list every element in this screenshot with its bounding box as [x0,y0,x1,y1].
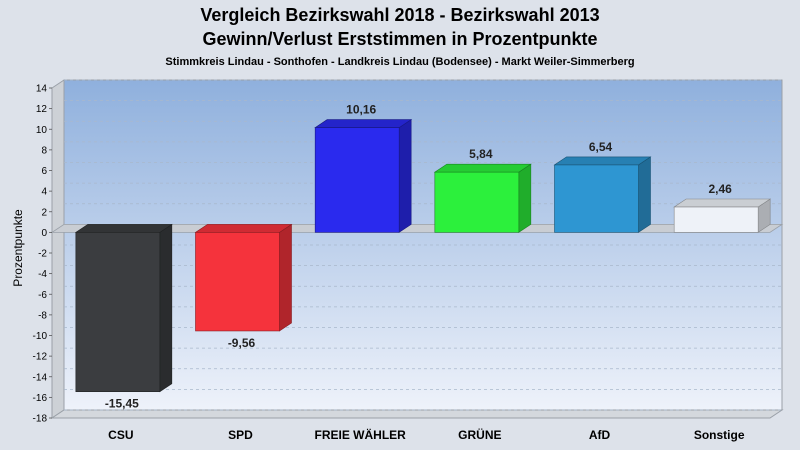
bar-value-label: 5,84 [469,147,493,161]
bar-spd [194,223,293,332]
bar-csu [74,223,173,393]
y-tick-label: 2 [41,207,47,218]
y-axis-ticks: 14 12 10 8 6 4 2 0 -2 -4 -6 -8 -10 -12 -14 -16 -18 [33,84,52,425]
x-category-label: Sonstige [694,428,745,442]
y-tick-label: -10 [33,331,48,342]
chart-subtitle: Stimmkreis Lindau - Sonthofen - Landkrei… [165,56,634,68]
y-tick-label: 10 [36,125,48,136]
bar-grüne [433,163,532,233]
plot-back-wall [63,79,783,411]
y-tick-label: -16 [33,393,48,404]
y-tick-label: 0 [41,228,47,239]
y-tick-label: 8 [41,145,47,156]
x-category-label: FREIE WÄHLER [314,427,406,442]
bar-value-label: -15,45 [105,397,139,411]
y-tick-label: 6 [41,166,47,177]
x-category-label: AfD [589,428,611,442]
chart-title: Vergleich Bezirkswahl 2018 - Bezirkswahl… [200,5,599,25]
x-category-label: GRÜNE [458,427,501,442]
y-tick-label: -12 [33,352,48,363]
chart-title-2: Gewinn/Verlust Erststimmen in Prozentpun… [202,29,597,49]
bar-value-labels: -15,45 -9,56 10,16 5,84 6,54 2,46 [105,103,732,411]
bar-value-label: 2,46 [708,182,732,196]
x-category-label: CSU [108,428,133,442]
bar-value-label: 10,16 [346,103,376,117]
bar-value-label: -9,56 [228,336,256,350]
bars [74,119,772,393]
y-tick-label: -2 [38,249,47,260]
bar-afd [553,156,652,233]
y-tick-label: -4 [38,269,47,280]
y-tick-label: -8 [38,310,47,321]
x-category-label: SPD [228,428,253,442]
plot-floor [50,409,784,419]
y-axis-label: Prozentpunkte [11,209,25,287]
y-tick-label: -6 [38,290,47,301]
bar-freie-wähler [314,119,413,233]
y-tick-label: 12 [36,104,48,115]
bar-sonstige [673,198,772,233]
y-tick-label: 4 [41,187,47,198]
x-axis-categories: CSU SPD FREIE WÄHLER GRÜNE AfD Sonstige [108,427,745,442]
y-tick-label: -14 [33,372,48,383]
plot-side-wall [51,79,65,419]
y-tick-label: -18 [33,414,48,425]
bar-value-label: 6,54 [589,140,613,154]
y-tick-label: 14 [36,84,48,95]
